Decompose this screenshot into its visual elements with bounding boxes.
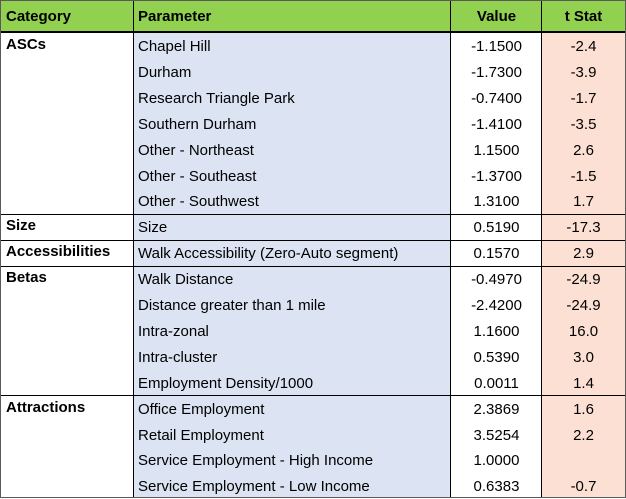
tstat-cell: 2.6 bbox=[573, 141, 594, 159]
parameter-cell: Other - Southeast bbox=[138, 167, 257, 185]
group-divider bbox=[1, 213, 625, 215]
tstat-column-shading bbox=[542, 33, 625, 497]
table-row: Retail Employment 3.5254 2.2 bbox=[1, 422, 625, 448]
value-cell: -2.4200 bbox=[471, 297, 522, 314]
tstat-cell: -1.7 bbox=[570, 89, 597, 107]
parameter-cell: Southern Durham bbox=[138, 115, 257, 133]
tstat-cell: -0.7 bbox=[570, 478, 597, 496]
table-row: Service Employment - High Income 1.0000 bbox=[1, 447, 625, 473]
table-row: Service Employment - Low Income 0.6383 -0.… bbox=[1, 473, 625, 499]
value-cell: -0.4970 bbox=[471, 271, 522, 289]
table-row: Southern Durham -1.4100 -3.5 bbox=[1, 111, 625, 137]
header-tstat: t Stat bbox=[564, 8, 603, 25]
tstat-cell: 16.0 bbox=[568, 322, 599, 340]
tstat-cell: 3.0 bbox=[573, 348, 594, 366]
tstat-cell: 1.7 bbox=[573, 193, 594, 211]
tstat-cell: -1.5 bbox=[570, 167, 597, 185]
value-cell: 0.1570 bbox=[473, 245, 520, 263]
category-label: Betas bbox=[6, 269, 47, 287]
column-divider bbox=[133, 1, 134, 497]
tstat-cell: 2.9 bbox=[573, 245, 594, 263]
tstat-cell: -3.9 bbox=[570, 63, 597, 81]
value-cell: 0.5390 bbox=[473, 348, 520, 366]
column-divider bbox=[541, 1, 542, 497]
table-row: Research Triangle Park -0.7400 -1.7 bbox=[1, 85, 625, 111]
tstat-cell: -24.9 bbox=[566, 271, 601, 289]
table-row: Durham -1.7300 -3.9 bbox=[1, 59, 625, 85]
value-cell: 3.5254 bbox=[473, 426, 520, 444]
parameter-cell: Retail Employment bbox=[138, 426, 264, 444]
value-cell: -1.7300 bbox=[471, 63, 522, 81]
table-row: Intra-zonal 1.1600 16.0 bbox=[1, 318, 625, 344]
tstat-cell: 2.2 bbox=[573, 426, 594, 444]
group-divider bbox=[1, 239, 625, 241]
parameter-cell: Other - Southwest bbox=[138, 193, 259, 211]
table-row: Walk Accessibility (Zero-Auto segment) 0.… bbox=[1, 240, 625, 266]
parameter-cell: Intra-cluster bbox=[138, 348, 218, 366]
parameter-cell: Chapel Hill bbox=[138, 38, 211, 55]
table-row: Chapel Hill -1.1500 -2.4 bbox=[1, 33, 625, 59]
tstat-cell: -24.9 bbox=[566, 297, 601, 314]
parameter-cell: Size bbox=[138, 219, 168, 237]
value-cell: 0.0011 bbox=[474, 374, 519, 392]
table-row: Distance greater than 1 mile -2.4200 -24.9 bbox=[1, 292, 625, 318]
tstat-cell: -3.5 bbox=[570, 115, 597, 133]
category-label: Size bbox=[6, 217, 37, 235]
parameter-cell: Employment Density/1000 bbox=[138, 374, 314, 392]
parameter-cell: Distance greater than 1 mile bbox=[138, 297, 326, 314]
parameter-column-shading bbox=[134, 33, 451, 497]
header-parameter: Parameter bbox=[138, 8, 212, 25]
parameter-cell: Walk Distance bbox=[138, 271, 234, 289]
tstat-cell: 1.4 bbox=[573, 374, 594, 392]
parameter-cell: Research Triangle Park bbox=[138, 89, 295, 107]
table-row: Other - Northeast 1.1500 2.6 bbox=[1, 137, 625, 163]
group-divider bbox=[1, 265, 625, 267]
table-row: Size 0.5190 -17.3 bbox=[1, 214, 625, 240]
value-cell: 0.5190 bbox=[473, 219, 520, 237]
header-value: Value bbox=[476, 8, 517, 25]
category-label: Accessibilities bbox=[6, 243, 111, 261]
tstat-cell: -17.3 bbox=[566, 219, 601, 237]
table-row: Other - Southeast -1.3700 -1.5 bbox=[1, 163, 625, 189]
value-cell: 0.6383 bbox=[473, 478, 520, 496]
value-cell: -1.1500 bbox=[471, 38, 522, 55]
value-cell: 2.3869 bbox=[473, 400, 520, 418]
category-label: ASCs bbox=[6, 36, 47, 53]
table-header: Category Parameter Value t Stat bbox=[1, 1, 625, 33]
parameter-cell: Other - Northeast bbox=[138, 141, 254, 159]
value-cell: -1.3700 bbox=[471, 167, 522, 185]
parameter-cell: Intra-zonal bbox=[138, 322, 209, 340]
parameter-cell: Service Employment - High Income bbox=[138, 452, 374, 470]
table-row: Other - Southwest 1.3100 1.7 bbox=[1, 188, 625, 214]
group-divider bbox=[1, 395, 625, 397]
column-divider bbox=[450, 1, 451, 497]
parameter-cell: Walk Accessibility (Zero-Auto segment) bbox=[138, 245, 399, 263]
tstat-cell: -2.4 bbox=[570, 38, 597, 55]
category-label: Attractions bbox=[6, 398, 86, 416]
table-row: Intra-cluster 0.5390 3.0 bbox=[1, 344, 625, 370]
value-cell: -1.4100 bbox=[471, 115, 522, 133]
value-cell: 1.1500 bbox=[473, 141, 520, 159]
value-cell: 1.3100 bbox=[473, 193, 520, 211]
parameter-cell: Durham bbox=[138, 63, 192, 81]
value-cell: -0.7400 bbox=[471, 89, 522, 107]
parameter-cell: Office Employment bbox=[138, 400, 265, 418]
parameter-cell: Service Employment - Low Income bbox=[138, 478, 370, 496]
tstat-cell: 1.6 bbox=[573, 400, 594, 418]
value-cell: 1.0000 bbox=[473, 452, 520, 470]
table-row: Walk Distance -0.4970 -24.9 bbox=[1, 266, 625, 292]
table-row: Office Employment 2.3869 1.6 bbox=[1, 396, 625, 422]
header-category: Category bbox=[6, 8, 72, 25]
table-row: Employment Density/1000 0.0011 1.4 bbox=[1, 370, 625, 396]
value-cell: 1.1600 bbox=[473, 322, 520, 340]
